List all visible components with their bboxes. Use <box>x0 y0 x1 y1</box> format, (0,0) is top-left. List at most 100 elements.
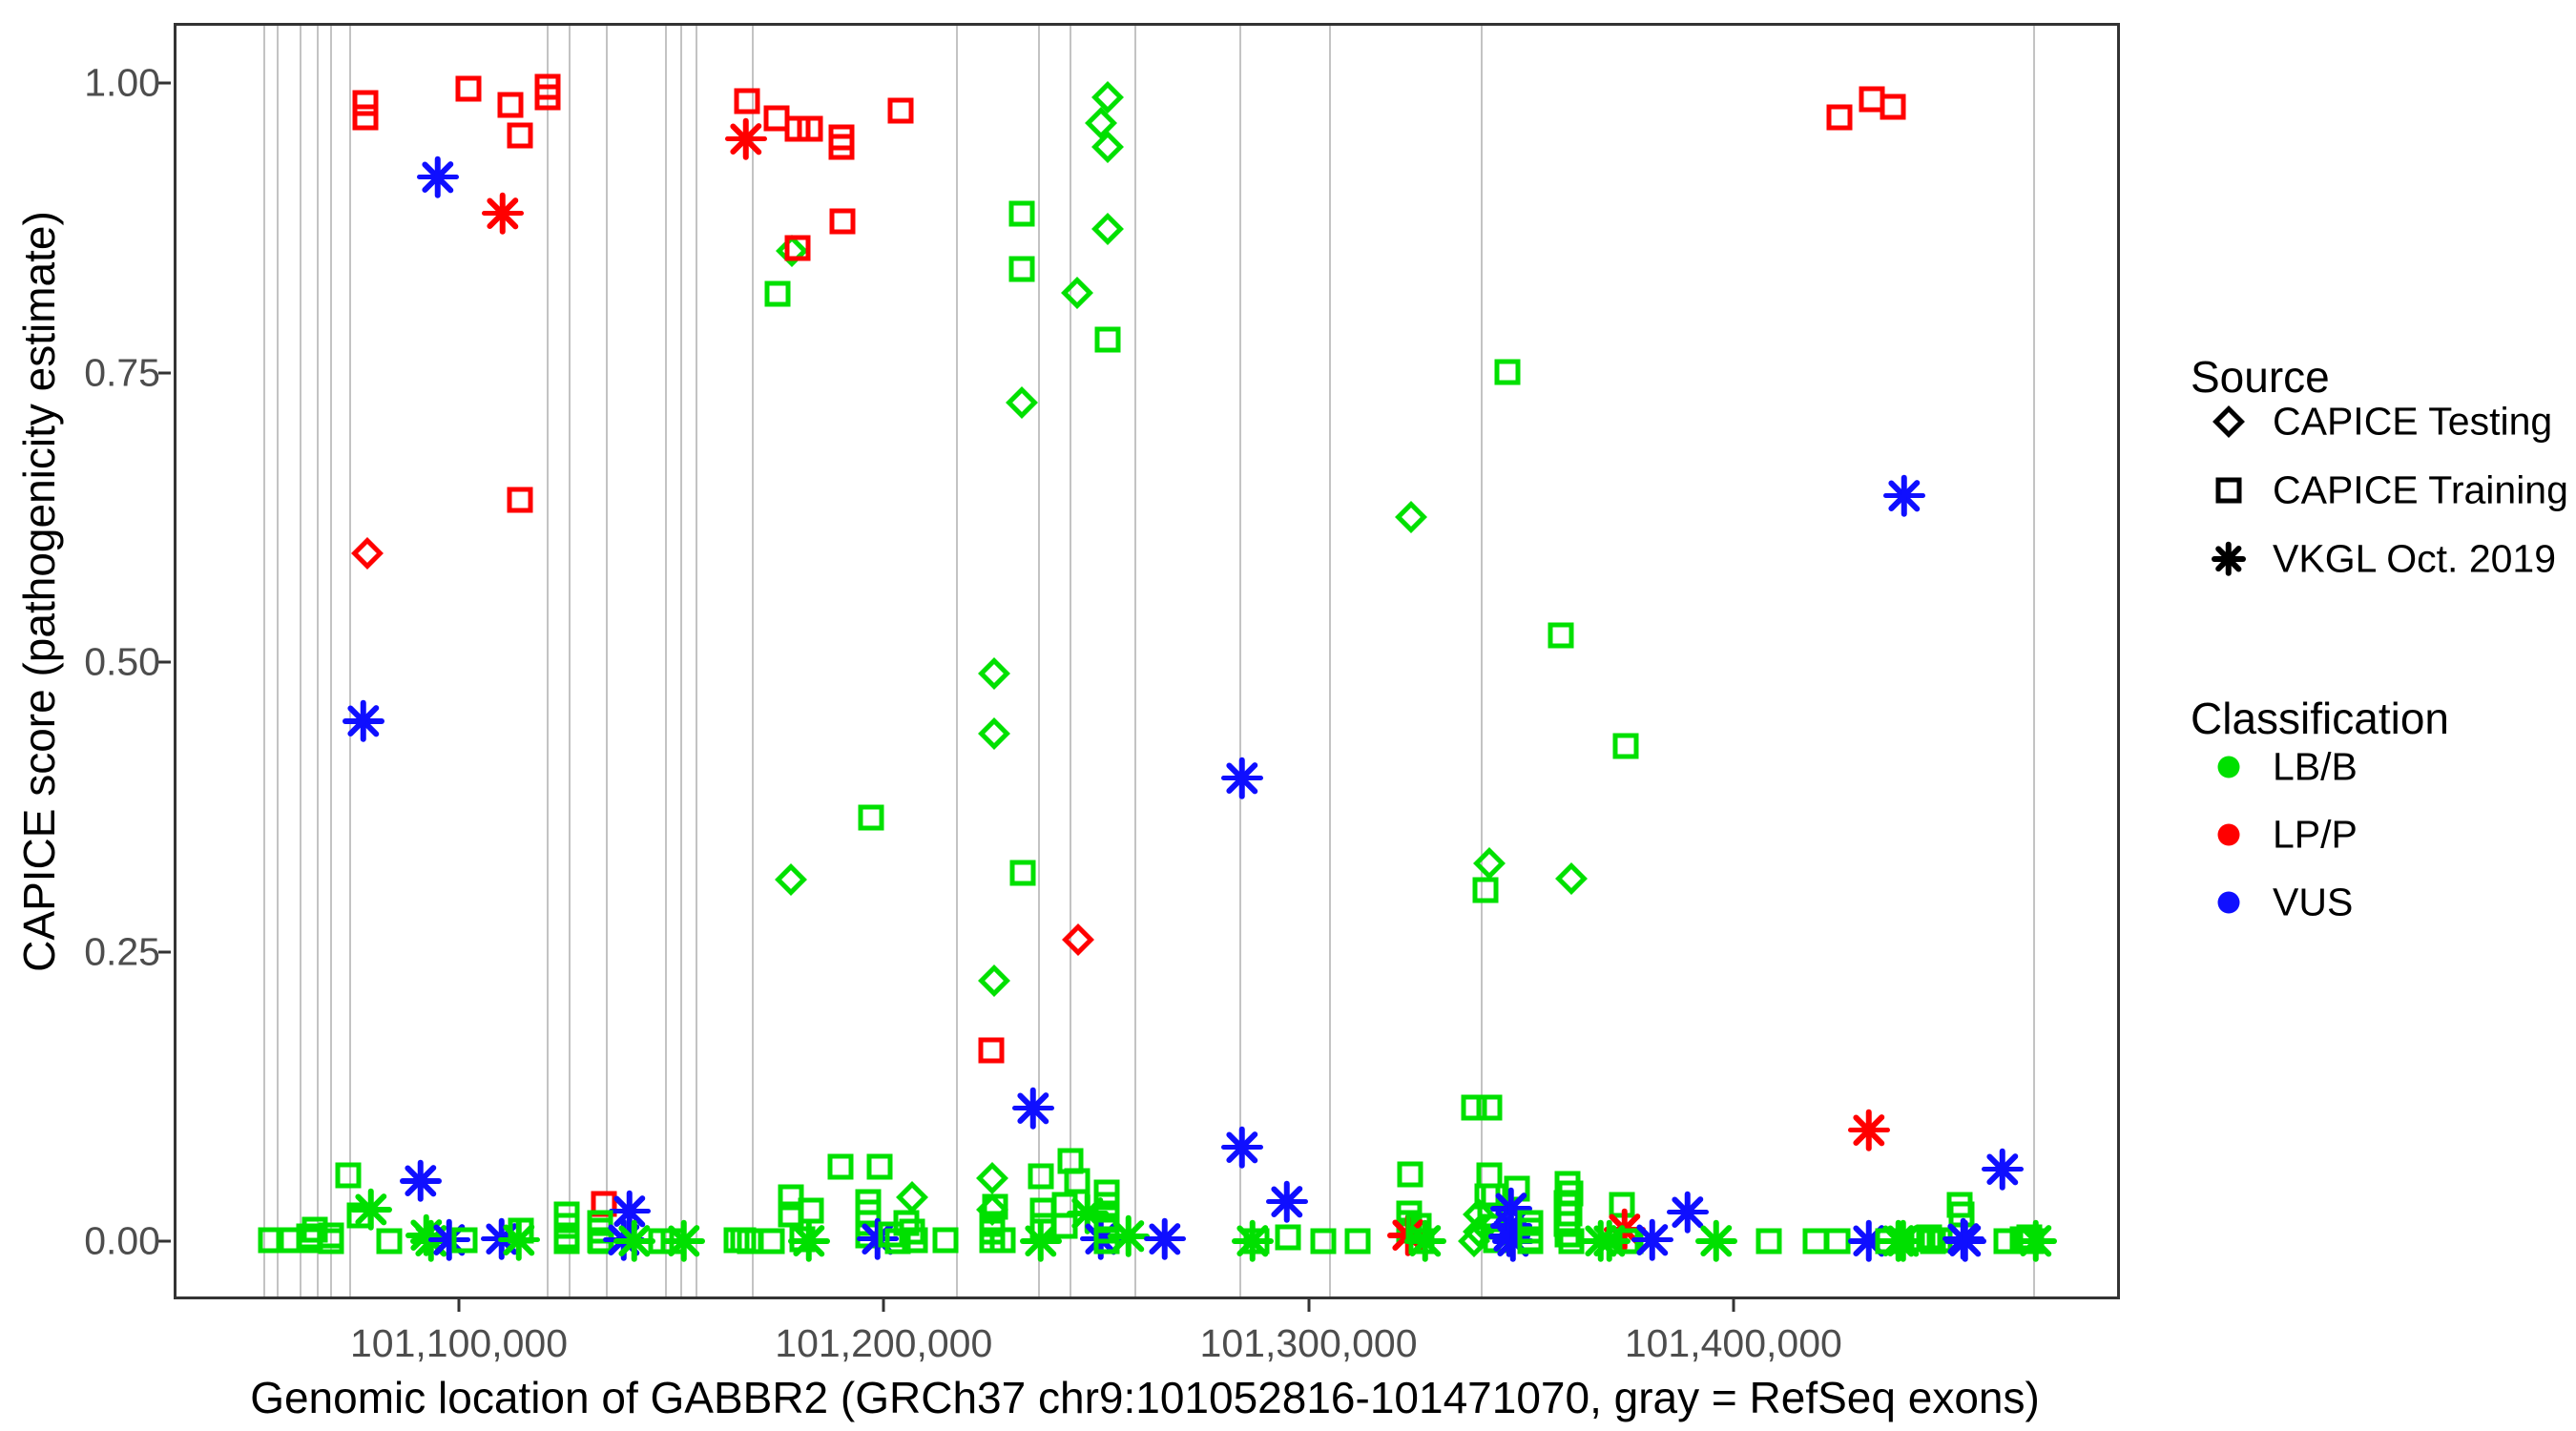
data-point <box>258 1227 284 1254</box>
exon-gridline <box>1038 26 1041 1296</box>
exon-gridline <box>277 26 280 1296</box>
data-point <box>1009 860 1036 886</box>
y-tick-label: 0.25 <box>84 929 160 974</box>
data-point <box>613 1219 655 1262</box>
exon-gridline <box>955 26 958 1296</box>
y-tick-mark <box>158 660 171 664</box>
data-point <box>878 1221 904 1248</box>
data-point <box>798 1197 824 1224</box>
data-point <box>1064 1168 1091 1194</box>
data-point <box>1344 1228 1371 1255</box>
data-point <box>1020 1219 1063 1262</box>
data-point <box>591 1191 617 1217</box>
legend-source-item-1-marker <box>2215 477 2242 504</box>
data-point <box>764 280 791 307</box>
data-point <box>1476 1094 1503 1121</box>
legend-class-item-2-label: VUS <box>2273 880 2354 924</box>
legend-source-item-0-marker <box>2212 405 2245 438</box>
data-point <box>1847 1109 1890 1151</box>
x-tick-label: 101,100,000 <box>349 1321 569 1365</box>
data-point <box>1232 1219 1275 1262</box>
data-point <box>1008 200 1035 227</box>
exon-gridline <box>569 26 571 1296</box>
data-point <box>828 134 855 160</box>
data-point <box>1548 622 1574 649</box>
data-point <box>534 84 561 111</box>
data-point <box>978 1037 1005 1064</box>
data-point <box>455 75 482 102</box>
data-point <box>856 1217 899 1260</box>
data-point <box>1880 93 1906 120</box>
legend-class-item-1-label: LP/P <box>2273 812 2358 857</box>
plot-panel <box>174 23 2120 1299</box>
x-tick-mark <box>457 1299 461 1312</box>
data-point <box>932 1227 959 1254</box>
data-point <box>1882 1219 1925 1262</box>
data-point <box>1397 1161 1423 1188</box>
data-point <box>1824 1228 1851 1255</box>
x-tick-label: 101,400,000 <box>1624 1321 1842 1365</box>
data-point <box>1982 1148 2025 1191</box>
data-point <box>788 1219 831 1262</box>
data-point <box>318 1228 344 1255</box>
data-point <box>1220 1126 1263 1169</box>
exon-gridline <box>546 26 549 1296</box>
data-point <box>1275 1224 1301 1251</box>
legend-class-item-2-marker <box>2217 891 2240 914</box>
data-point <box>1079 1217 1122 1260</box>
data-point <box>887 97 914 124</box>
legend-class-item-0-marker <box>2217 756 2240 778</box>
legend-class-item-0-label: LB/B <box>2273 744 2358 789</box>
data-point <box>376 1228 403 1255</box>
data-point <box>1755 1228 1782 1255</box>
data-point <box>989 1227 1016 1254</box>
exon-gridline <box>330 26 333 1296</box>
data-point <box>1609 1192 1635 1218</box>
data-point <box>1310 1228 1337 1255</box>
legend-classification-title: Classification <box>2191 694 2449 743</box>
data-point <box>352 104 379 131</box>
data-point <box>1491 1219 1534 1262</box>
data-point <box>1826 104 1853 131</box>
exon-gridline <box>605 26 608 1296</box>
data-point <box>497 92 524 118</box>
data-point <box>866 1153 893 1180</box>
data-point <box>507 122 533 149</box>
data-point <box>1589 1219 1631 1262</box>
exon-gridline <box>348 26 351 1296</box>
data-point <box>352 90 379 116</box>
exon-gridline <box>300 26 302 1296</box>
exon-gridline <box>317 26 320 1296</box>
data-point <box>1008 256 1035 282</box>
data-point <box>858 804 884 831</box>
data-point <box>725 117 768 160</box>
data-point <box>482 192 525 235</box>
exon-gridline <box>1133 26 1136 1296</box>
exon-gridline <box>1238 26 1241 1296</box>
data-point <box>1144 1217 1187 1260</box>
data-point <box>1221 757 1264 799</box>
legend-source-item-2-marker <box>2212 542 2246 576</box>
data-point <box>1847 1219 1890 1262</box>
data-point <box>1631 1218 1673 1261</box>
data-point <box>1882 474 1925 517</box>
data-point <box>1472 877 1499 903</box>
data-point <box>349 1189 392 1232</box>
data-point <box>1107 1215 1150 1258</box>
x-tick-label: 101,300,000 <box>1199 1321 1418 1365</box>
data-point <box>1612 733 1639 759</box>
data-point <box>1461 1094 1487 1121</box>
data-point <box>399 1159 442 1202</box>
data-point <box>451 1227 478 1254</box>
data-point <box>497 1218 540 1261</box>
data-point <box>758 1228 785 1255</box>
exon-gridline <box>1070 26 1072 1296</box>
exon-gridline <box>2033 26 2036 1296</box>
data-point <box>416 156 459 198</box>
data-point <box>428 1218 471 1261</box>
data-point <box>884 1228 911 1255</box>
data-point <box>553 1228 580 1255</box>
data-point <box>1695 1219 1738 1262</box>
exon-gridline <box>1481 26 1484 1296</box>
